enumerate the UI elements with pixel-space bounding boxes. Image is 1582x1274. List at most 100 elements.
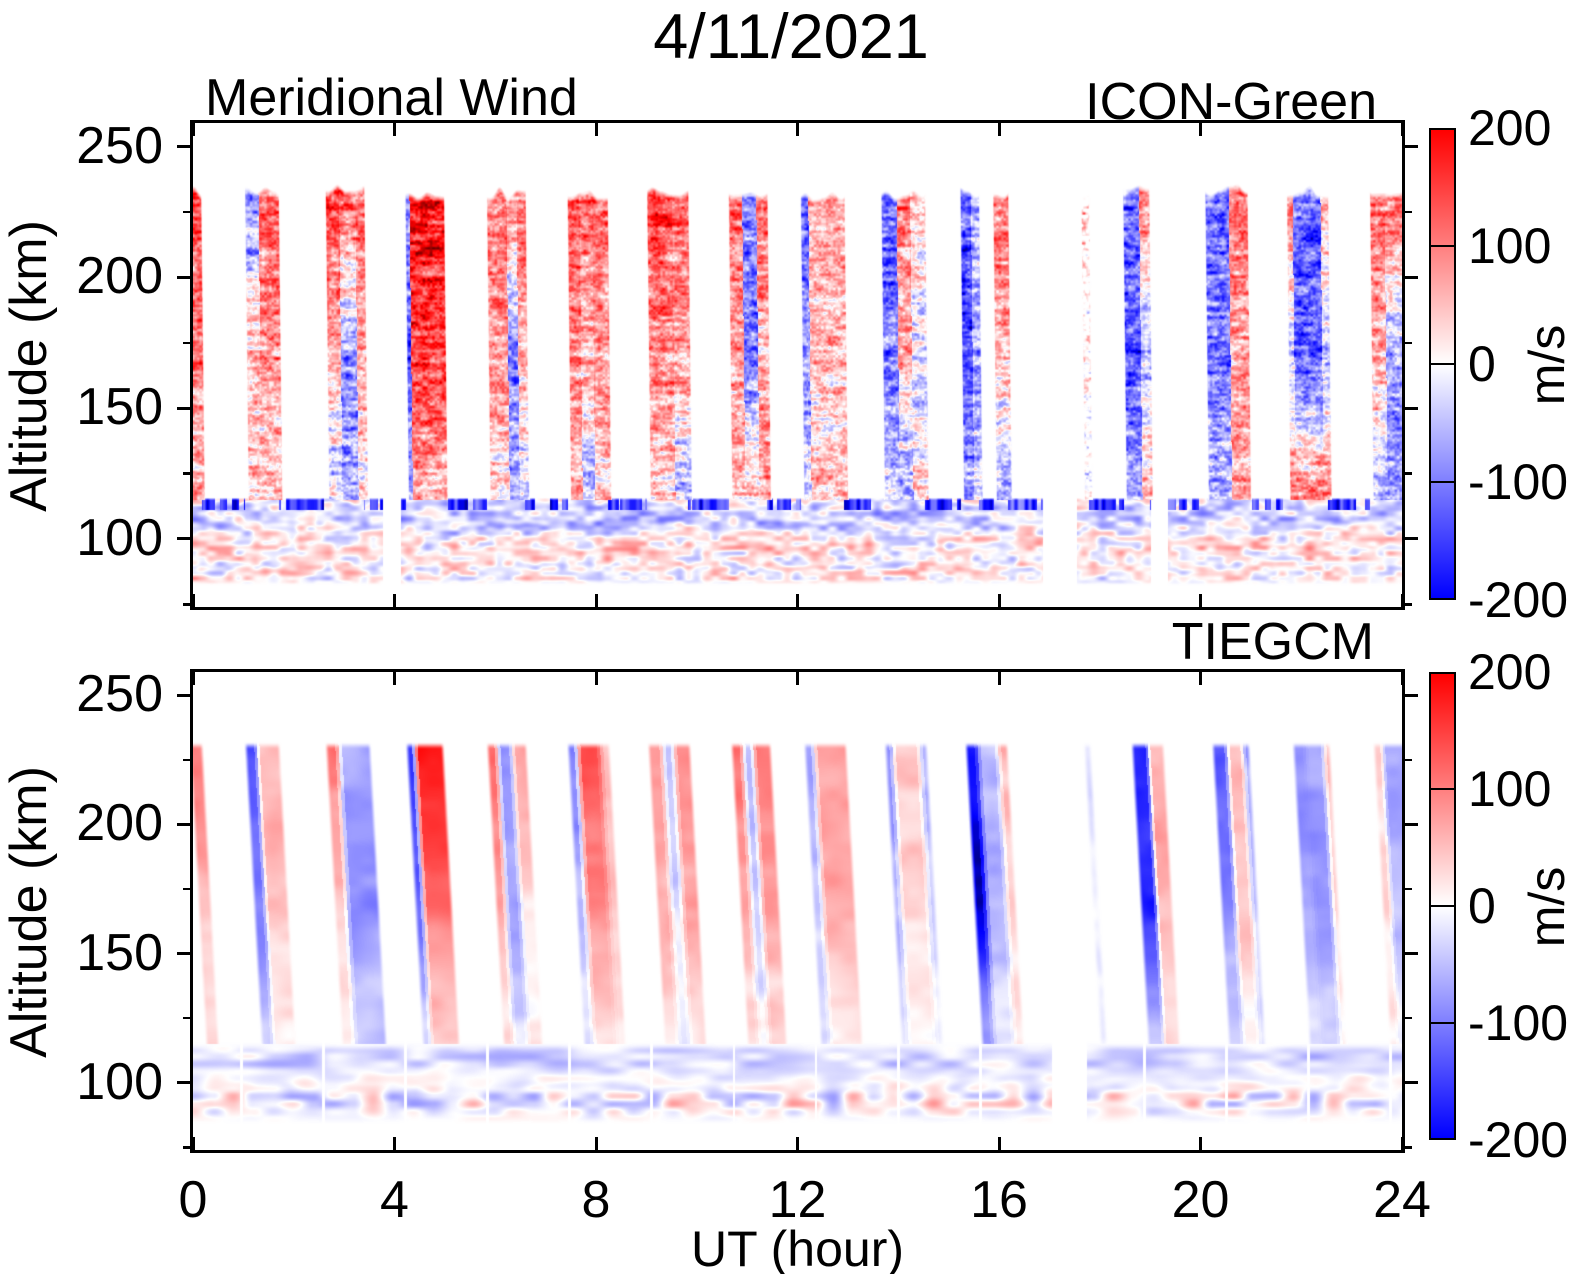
- x-tick-label: 8: [581, 1171, 611, 1229]
- x-tick-inward-bottom: [393, 594, 396, 607]
- x-tick-inward-bottom: [1199, 594, 1202, 607]
- y-tick-minor: [183, 887, 190, 891]
- y-tick-minor: [183, 1146, 190, 1149]
- panel-top-quantity-title: Meridional Wind: [205, 69, 578, 127]
- y-tick-minor: [1405, 887, 1412, 891]
- x-tick-inward-top: [796, 672, 799, 685]
- colorbar-unit-bottom: m/s: [1519, 866, 1575, 948]
- x-tick-label: 0: [178, 1171, 208, 1229]
- y-tick-minor: [1405, 210, 1412, 214]
- colorbar-tick-line: [1431, 363, 1454, 365]
- y-tick-label: 100: [76, 1052, 163, 1111]
- x-tick-inward-bottom: [191, 594, 195, 607]
- x-tick-inward-bottom: [191, 1137, 195, 1150]
- y-tick-minor: [1405, 1016, 1412, 1020]
- x-tick-inward-top: [1400, 672, 1404, 685]
- colorbar-tick-label: -100: [1468, 454, 1569, 510]
- heatmap-icon-green: [193, 123, 1402, 607]
- colorbar-tick-label: 200: [1468, 644, 1552, 700]
- colorbar-tick-label: 200: [1468, 100, 1552, 156]
- colorbar-tick-line: [1431, 245, 1454, 247]
- panel-top-source-title: ICON-Green: [1085, 73, 1377, 131]
- y-tick-label: 200: [76, 794, 163, 853]
- x-tick-label: 16: [970, 1171, 1028, 1229]
- y-tick-label: 150: [76, 378, 163, 437]
- y-tick-minor: [1405, 341, 1412, 344]
- y-tick-minor: [183, 758, 190, 762]
- y-tick-major: [1405, 693, 1418, 697]
- x-tick-inward-top: [997, 672, 1001, 685]
- y-tick-major: [177, 693, 190, 697]
- x-tick-inward-top: [393, 672, 396, 685]
- x-tick-label: 20: [1171, 1171, 1230, 1229]
- x-tick-inward-bottom: [1199, 1137, 1202, 1150]
- colorbar-unit-top: m/s: [1519, 324, 1575, 406]
- x-tick-inward-bottom: [796, 594, 799, 607]
- y-tick-major: [1405, 275, 1418, 279]
- y-tick-minor: [183, 341, 190, 344]
- y-tick-minor: [1405, 472, 1412, 475]
- x-tick-inward-top: [1199, 123, 1202, 136]
- y-tick-major: [1405, 952, 1418, 956]
- y-tick-major: [177, 145, 190, 149]
- y-tick-major: [1405, 537, 1418, 541]
- x-tick-inward-bottom: [1400, 594, 1404, 607]
- x-tick-inward-bottom: [997, 1137, 1001, 1150]
- x-tick-inward-bottom: [594, 594, 598, 607]
- colorbar-tick-label: 0: [1468, 878, 1496, 934]
- colorbar-tick-label: 0: [1468, 336, 1496, 392]
- x-tick-inward-bottom: [997, 594, 1001, 607]
- x-tick-inward-top: [191, 672, 195, 685]
- colorbar-tick-line: [1431, 481, 1454, 483]
- colorbar-tick-line: [1431, 1022, 1454, 1024]
- x-tick-label: 4: [380, 1171, 409, 1229]
- x-tick-label: 12: [768, 1171, 827, 1229]
- y-tick-major: [177, 275, 190, 279]
- x-tick-inward-bottom: [594, 1137, 598, 1150]
- y-tick-label: 200: [76, 247, 163, 306]
- x-tick-inward-top: [997, 123, 1001, 136]
- x-axis-label: UT (hour): [690, 1221, 904, 1274]
- x-tick-inward-top: [594, 672, 598, 685]
- x-tick-label: 24: [1373, 1171, 1431, 1229]
- colorbar-tick-label: -200: [1468, 1112, 1569, 1168]
- colorbar-tick-label: 100: [1468, 218, 1552, 274]
- y-tick-major: [1405, 145, 1418, 149]
- y-tick-minor: [1405, 758, 1412, 762]
- y-tick-label: 100: [76, 508, 163, 567]
- y-tick-minor: [183, 603, 190, 606]
- x-tick-inward-top: [594, 123, 598, 136]
- y-tick-label: 250: [76, 665, 163, 724]
- colorbar-tick-label: -200: [1468, 572, 1569, 628]
- y-tick-label: 250: [76, 116, 163, 175]
- x-tick-inward-top: [191, 123, 195, 136]
- y-tick-major: [1405, 1081, 1418, 1085]
- y-tick-minor: [183, 472, 190, 475]
- x-tick-inward-top: [393, 123, 396, 136]
- y-tick-major: [177, 537, 190, 541]
- y-tick-major: [177, 952, 190, 956]
- x-tick-inward-top: [796, 123, 799, 136]
- y-tick-label: 150: [76, 923, 163, 982]
- colorbar-tick-line: [1431, 905, 1454, 907]
- y-tick-minor: [183, 1016, 190, 1020]
- colorbar-tick-line: [1431, 788, 1454, 790]
- x-tick-inward-bottom: [796, 1137, 799, 1150]
- y-tick-minor: [1405, 1146, 1412, 1149]
- y-tick-major: [177, 822, 190, 826]
- x-tick-inward-bottom: [393, 1137, 396, 1150]
- colorbar-tick-label: -100: [1468, 995, 1569, 1051]
- colorbar-tick-label: 100: [1468, 761, 1552, 817]
- y-tick-minor: [183, 210, 190, 214]
- y-tick-major: [177, 1081, 190, 1085]
- panel-bottom-source-title: TIEGCM: [1171, 613, 1374, 671]
- figure-title: 4/11/2021: [653, 2, 929, 72]
- heatmap-tiegcm: [193, 672, 1402, 1150]
- x-tick-inward-top: [1199, 672, 1202, 685]
- y-tick-major: [177, 406, 190, 410]
- y-tick-major: [1405, 406, 1418, 410]
- y-tick-major: [1405, 822, 1418, 826]
- x-tick-inward-top: [1400, 123, 1404, 136]
- y-tick-minor: [1405, 603, 1412, 606]
